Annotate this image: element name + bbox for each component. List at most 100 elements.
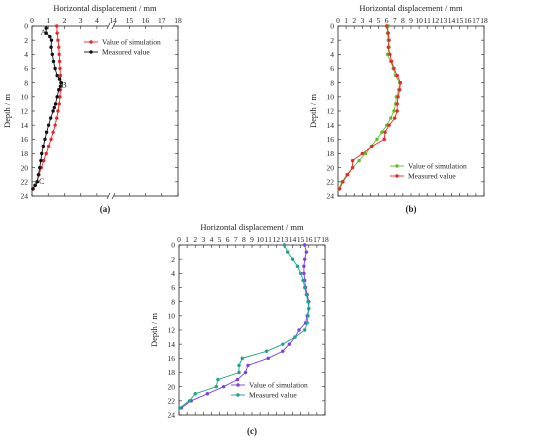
x-tick-label: 6 — [226, 235, 230, 244]
x-tick-label: 14 — [448, 16, 456, 25]
y-tick-label: 6 — [330, 64, 334, 73]
series-2-point — [305, 321, 309, 325]
series-line-2 — [32, 28, 62, 190]
series-2-point — [58, 84, 63, 88]
series-2-point — [193, 392, 197, 396]
series-1-point — [51, 130, 55, 134]
axis-break-mark — [111, 192, 116, 200]
series-2-point — [33, 183, 37, 188]
series-1-point — [46, 144, 51, 149]
legend-label: Value of simulation — [102, 38, 161, 47]
legend-swatch-marker — [89, 40, 93, 44]
legend-swatch-marker — [236, 383, 240, 387]
x-tick-label: 2 — [193, 235, 197, 244]
x-tick-label: 16 — [305, 235, 313, 244]
series-2-point — [36, 173, 41, 177]
series-2-point — [307, 307, 311, 311]
series-2-point — [40, 151, 44, 156]
panel-label: (a) — [100, 204, 111, 214]
legend-label: Measured value — [249, 391, 297, 400]
series-2-point — [295, 264, 300, 268]
series-2-point — [46, 123, 51, 127]
series-2-point — [360, 151, 365, 156]
x-tick-label: 9 — [250, 235, 254, 244]
series-1-point — [357, 158, 361, 163]
series-2-point — [306, 299, 310, 304]
y-tick-label: 12 — [21, 107, 29, 116]
series-2-point — [386, 31, 390, 35]
series-2-point — [216, 377, 220, 382]
x-axis-title: Horizontal displacement / mm — [200, 222, 304, 232]
series-2-point — [214, 384, 219, 389]
series-line-1 — [338, 25, 401, 190]
series-2-point — [237, 363, 241, 368]
series-2-point — [187, 399, 192, 403]
series-2-point — [44, 26, 48, 30]
series-1-point — [363, 151, 368, 156]
series-2-point — [50, 52, 54, 57]
axis-break-gap — [108, 23, 114, 29]
x-tick-label: 18 — [321, 235, 329, 244]
y-tick-label: 14 — [21, 121, 29, 130]
legend-label: Measured value — [408, 172, 456, 181]
series-2-point — [59, 80, 63, 85]
series-1-point — [297, 328, 301, 332]
x-tick-label: 10 — [256, 235, 264, 244]
series-1-point — [56, 109, 60, 113]
series-2-point — [387, 38, 391, 42]
x-tick-label: 7 — [234, 235, 238, 244]
y-tick-label: 6 — [24, 64, 28, 73]
y-tick-label: 20 — [21, 163, 29, 172]
x-tick-label: 3 — [360, 16, 364, 25]
series-2-point — [396, 95, 400, 99]
x-tick-label: 10 — [415, 16, 423, 25]
x-axis-title: Horizontal displacement / mm — [359, 3, 463, 13]
y-tick-label: 8 — [171, 297, 175, 306]
y-axis-title: Depth / m — [308, 94, 318, 128]
series-1-point — [287, 342, 292, 346]
series-1-point — [58, 73, 63, 78]
axis-break-gap — [108, 193, 114, 199]
x-tick-label: 15 — [456, 16, 464, 25]
series-2-point — [53, 66, 57, 71]
series-2-point — [55, 73, 59, 78]
chart-panel-3: 0 1 2 3 4 5 6 7 8 9 10 11 12 13 14 15 16 17 18024681012141… — [149, 222, 329, 436]
x-tick-label: 6 — [385, 16, 389, 25]
x-tick-label: 4 — [369, 16, 373, 25]
y-tick-label: 24 — [21, 192, 29, 201]
series-2-point — [393, 116, 397, 120]
series-2-point — [48, 34, 52, 39]
y-tick-label: 8 — [330, 78, 334, 87]
y-tick-label: 4 — [24, 50, 28, 59]
series-2-point — [237, 370, 241, 375]
series-2-point — [51, 109, 55, 113]
axis-break-mark — [106, 192, 111, 200]
x-tick-label: 5 — [218, 235, 222, 244]
series-1-point — [304, 250, 309, 254]
x-tick-label: 1 — [46, 16, 50, 25]
x-tick-label: 18 — [174, 16, 182, 25]
series-1-point — [375, 137, 379, 142]
series-1-point — [246, 363, 250, 368]
series-2-point — [370, 144, 374, 149]
series-2-point — [398, 80, 403, 85]
y-tick-label: 18 — [327, 149, 335, 158]
series-2-point — [395, 73, 399, 78]
x-tick-label: 14 — [289, 235, 297, 244]
y-tick-label: 22 — [21, 177, 29, 186]
y-tick-label: 12 — [168, 326, 176, 335]
series-2-point — [337, 187, 342, 191]
series-1-point — [56, 38, 60, 42]
series-1-point — [221, 384, 226, 389]
series-2-point — [388, 52, 392, 57]
x-tick-label: 15 — [297, 235, 305, 244]
series-2-point — [341, 180, 345, 184]
series-1-point — [55, 31, 59, 35]
series-2-point — [48, 116, 53, 120]
series-2-point — [293, 335, 297, 339]
series-2-point — [350, 165, 355, 170]
chart-panel-1: 0 1 2 3 4 14 15 16 17 18024681012141618202224Hori… — [2, 3, 182, 214]
y-tick-label: 22 — [327, 177, 335, 186]
series-1-point — [57, 45, 61, 49]
